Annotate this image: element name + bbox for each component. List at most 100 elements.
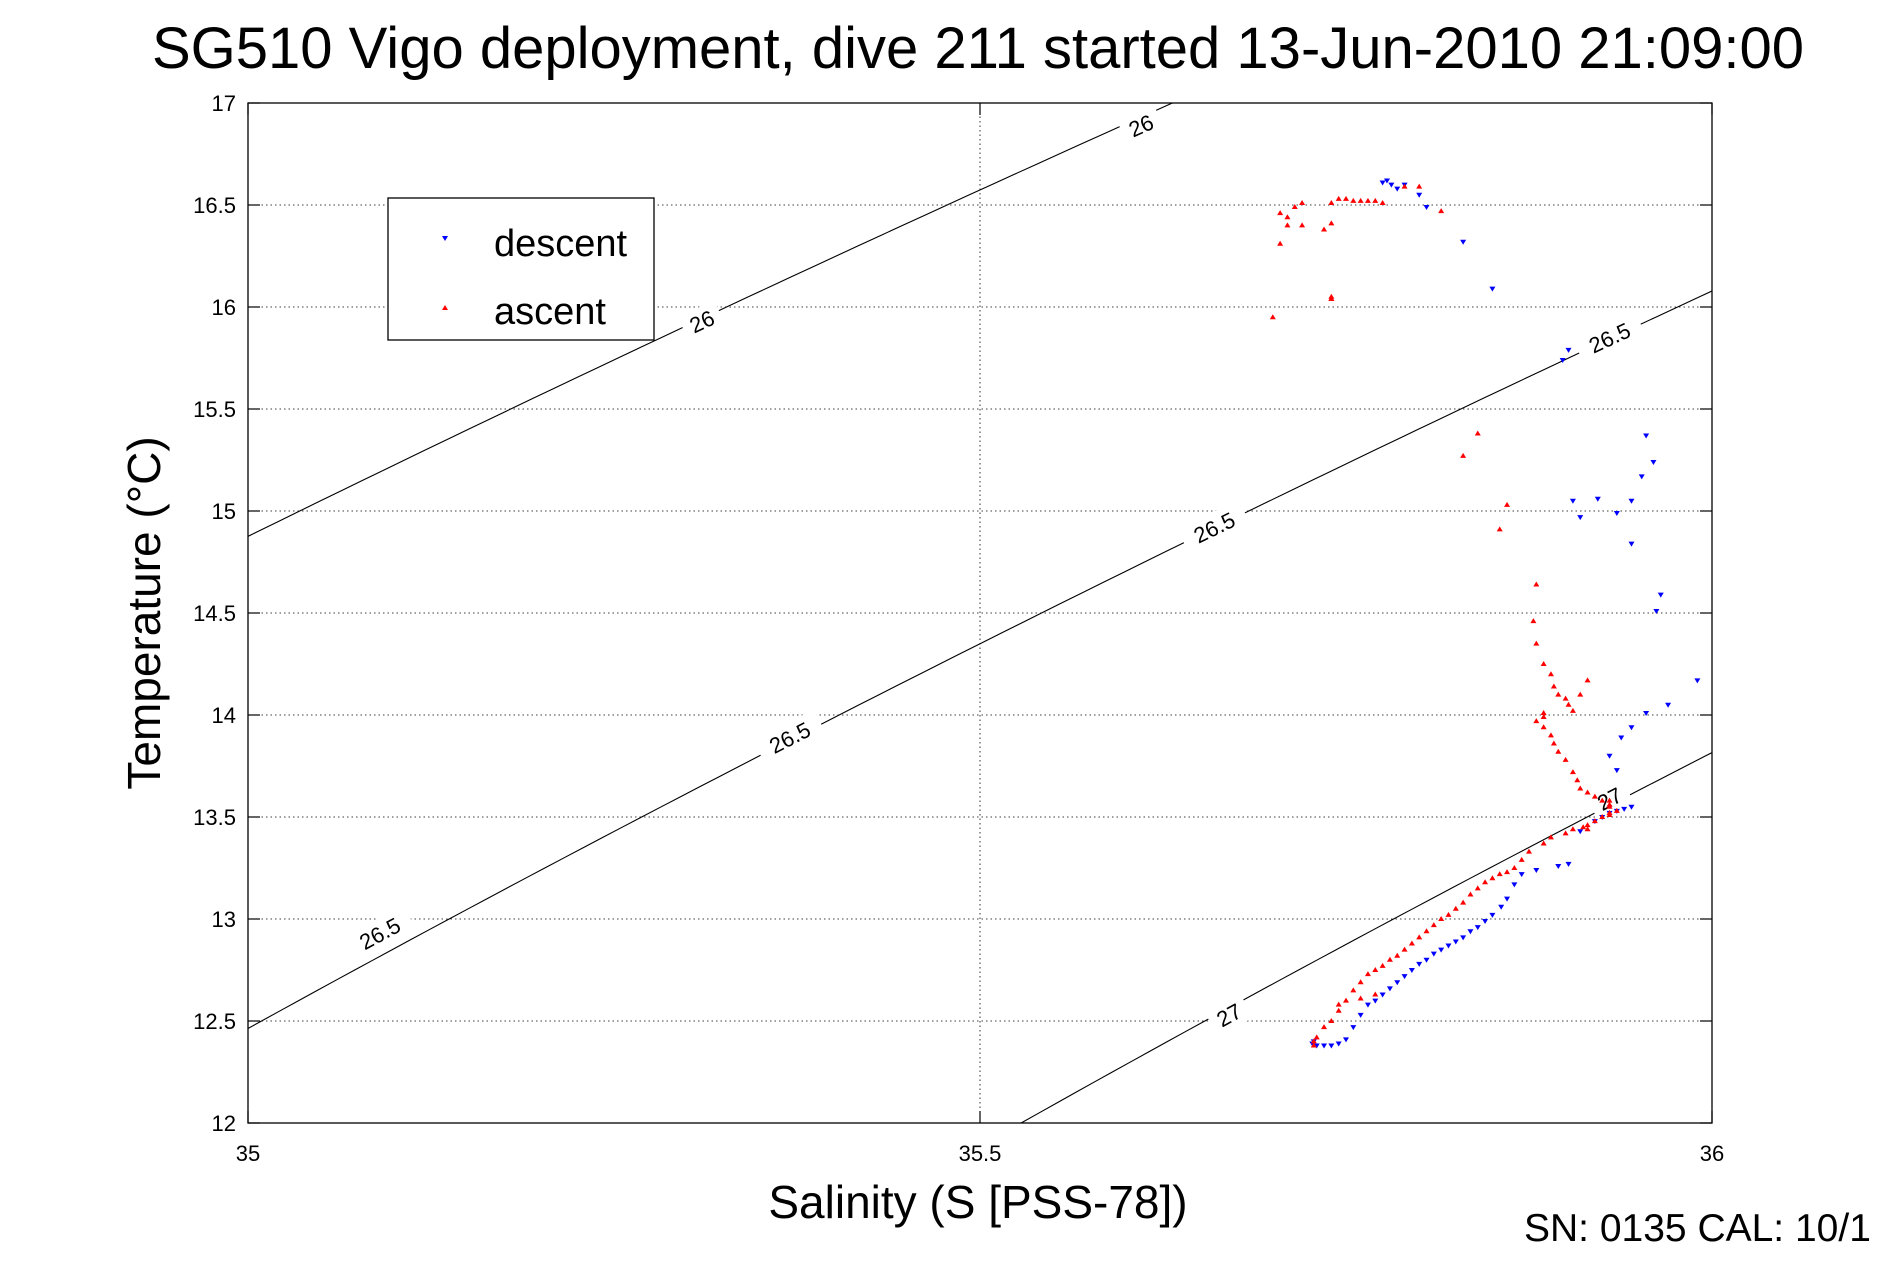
descent-point [1489,286,1496,292]
ascent-point [1474,430,1481,436]
ascent-point [1357,995,1364,1001]
descent-point [1577,829,1584,835]
descent-point [1594,496,1601,502]
ascent-point [1574,777,1581,783]
descent-point [1577,515,1584,521]
ascent-point [1394,952,1401,958]
descent-point [1565,861,1572,867]
y-tick-label: 14 [212,703,236,728]
ascent-point [1577,691,1584,697]
y-axis-label: Temperature (°C) [118,436,170,789]
ascent-point [1584,677,1591,683]
descent-point [1628,804,1635,810]
ascent-point [1540,714,1547,720]
isopycnal-label-bg [677,300,726,343]
ascent-point [1496,871,1503,877]
descent-point [1643,710,1650,716]
legend-descent-marker [442,236,448,241]
descent-point [1388,182,1395,188]
ascent-point [1335,1001,1342,1007]
descent-point [1364,1002,1371,1008]
isopycnal-label: 26.5 [1177,499,1251,555]
isopycnal-label-bg [1204,993,1254,1037]
ascent-point [1310,1042,1317,1048]
descent-point [1394,980,1401,986]
ascent-point [1423,928,1430,934]
y-tick-label: 12 [212,1111,236,1136]
descent-point [1621,806,1628,812]
isopycnal-label: 26 [1117,104,1165,147]
ascent-point [1606,797,1613,803]
descent-point [1460,935,1467,941]
isopycnal-label: 26.5 [1572,310,1647,365]
ascent-point [1445,911,1452,917]
descent-point [1383,178,1390,184]
descent-point [1430,951,1437,957]
ascent-point [1591,793,1598,799]
ascent-point [1372,991,1379,997]
y-tick-label: 15.5 [193,397,236,422]
isopycnal-label-bg [1177,499,1251,555]
ascent-point [1343,997,1349,1003]
ascent-point [1357,197,1364,203]
descent-point [1357,1012,1364,1018]
legend-ascent-marker [442,305,448,310]
ascent-point [1310,1038,1317,1044]
ascent-point [1474,885,1481,891]
descent-point [1416,192,1423,198]
ascent-point [1504,869,1511,875]
ascent-point [1577,785,1584,791]
ascent-point [1482,879,1489,885]
y-tick-label: 16 [212,295,236,320]
isopycnal-label-bg [1117,104,1165,147]
ascent-point [1269,314,1276,320]
isopycnal-label-bg [343,904,417,962]
y-tick-label: 13 [212,907,236,932]
legend-box [387,197,655,341]
ascent-point [1328,220,1335,226]
descent-point [1638,474,1645,480]
isopycnal-label: 26.5 [753,709,827,766]
descent-point [1423,205,1430,211]
descent-point [1628,725,1635,731]
ascent-point [1321,1024,1328,1030]
ascent-point [1335,1007,1342,1013]
isopycnal-line [248,103,1174,537]
isopycnal-label: 27 [1204,993,1254,1037]
ascent-point [1511,865,1518,870]
ascent-point [1533,640,1540,646]
descent-point [1394,186,1401,192]
descent-point [1504,896,1511,902]
ascent-point [1599,797,1606,803]
ascent-point [1540,661,1547,666]
descent-point [1408,968,1415,973]
ascent-point [1606,803,1613,809]
ascent-point [1299,222,1306,228]
ascent-point [1277,210,1284,216]
ascent-point [1533,718,1540,724]
ascent-point [1565,701,1572,707]
descent-point [1643,433,1650,439]
descent-point [1628,541,1635,547]
ascent-point [1416,183,1423,189]
ascent-point [1452,905,1459,911]
x-axis-label: Salinity (S [PSS-78]) [768,1176,1187,1228]
ascent-point [1328,1018,1335,1023]
ascent-point [1277,240,1284,246]
descent-point [1321,1043,1328,1049]
legend-descent-label: descent [494,223,628,265]
ascent-point [1550,740,1557,746]
descent-point [1511,882,1518,888]
ascent-point [1562,830,1569,836]
ascent-point [1550,683,1557,689]
ascent-point [1379,199,1386,205]
descent-point [1489,912,1496,918]
ascent-point [1284,214,1291,220]
isopycnal-label-bg [753,709,827,766]
ascent-point [1328,199,1335,205]
descent-point [1565,347,1572,353]
ascent-point [1350,987,1357,993]
ascent-point [1401,183,1408,189]
ascent-point [1547,732,1554,738]
